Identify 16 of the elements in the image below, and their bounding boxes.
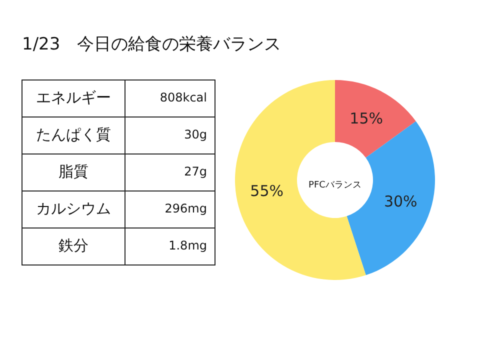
text: 1/23 今日の給食の栄養バランス [22,34,282,54]
category-label: たんぱく質 [36,125,111,144]
text: 30g [184,128,207,142]
category-label: 脂質 [58,162,88,180]
data-label: 30% [384,192,418,210]
category-label: エネルギー [36,88,111,106]
text: 1.8mg [168,238,207,252]
text: PFCバランス [308,180,362,190]
data-label: 55% [250,182,284,200]
donut-slice [335,80,416,158]
text: 27g [184,164,207,178]
text: 296mg [164,202,207,216]
category-label: 鉄分 [58,236,88,254]
data-label: 15% [350,110,383,128]
category-label: カルシウム [36,199,111,218]
text: 808kcal [160,90,207,104]
